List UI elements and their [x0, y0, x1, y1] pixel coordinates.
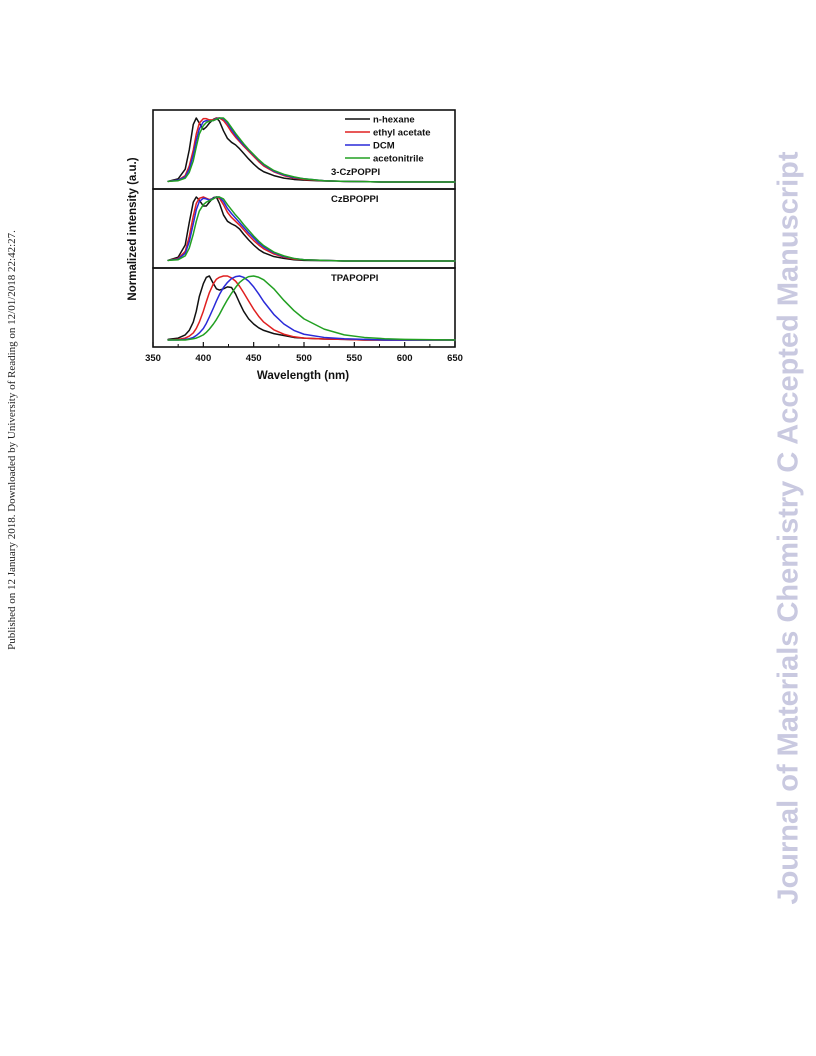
x-axis: 350 400 450 500 550 600 650 — [145, 342, 463, 364]
legend-label-acetonitrile: acetonitrile — [373, 154, 424, 165]
series-line-acetonitrile — [167, 275, 456, 341]
series-line-acetonitrile — [167, 196, 456, 262]
x-tick-label: 400 — [195, 353, 211, 364]
x-tick-label: 450 — [246, 353, 262, 364]
series-line-DCM — [167, 275, 456, 341]
series-line-n-hexane — [167, 196, 456, 262]
panel-label: 3-CzPOPPI — [331, 167, 380, 178]
x-tick-label: 650 — [447, 353, 463, 364]
series-line-DCM — [167, 196, 456, 262]
panel-label: CzBPOPPI — [331, 194, 379, 205]
panels-layer: 3-CzPOPPI CzBPOPPI TPAPOPPI — [152, 109, 456, 348]
panel-label: TPAPOPPI — [331, 273, 378, 284]
series-line-ethyl-acetate — [167, 196, 456, 262]
legend: n-hexane ethyl acetate DCM acetonitrile — [345, 115, 431, 165]
x-tick-label: 350 — [145, 353, 161, 364]
series-line-n-hexane — [167, 275, 456, 341]
y-axis-title: Normalized intensity (a.u.) — [127, 157, 139, 300]
series-line-ethyl-acetate — [167, 275, 456, 341]
panel-frame — [152, 267, 456, 348]
panel-czbpoppi: CzBPOPPI — [152, 188, 456, 269]
legend-label-n-hexane: n-hexane — [373, 115, 415, 126]
panel-tpapoppi: TPAPOPPI — [152, 267, 456, 348]
series-line-acetonitrile — [167, 117, 456, 183]
legend-label-DCM: DCM — [373, 141, 395, 152]
legend-label-ethyl-acetate: ethyl acetate — [373, 128, 431, 139]
x-axis-title: Wavelength (nm) — [257, 370, 349, 382]
x-tick-label: 600 — [397, 353, 413, 364]
x-tick-label: 500 — [296, 353, 312, 364]
x-tick-label: 550 — [346, 353, 362, 364]
